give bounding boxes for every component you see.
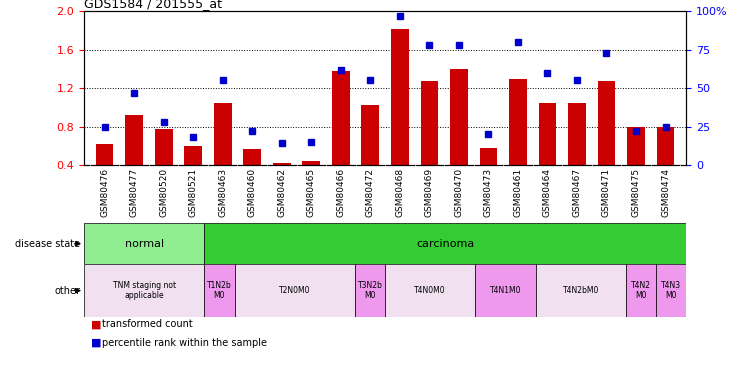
Text: GSM80521: GSM80521 bbox=[188, 168, 198, 217]
Bar bbox=[598, 81, 615, 165]
Bar bbox=[204, 264, 234, 317]
Bar bbox=[536, 264, 626, 317]
Text: GSM80472: GSM80472 bbox=[366, 168, 374, 217]
Text: GSM80463: GSM80463 bbox=[218, 168, 227, 217]
Bar bbox=[234, 264, 355, 317]
Text: other: other bbox=[54, 286, 80, 296]
Bar bbox=[656, 264, 686, 317]
Bar bbox=[361, 105, 379, 165]
Text: T4N2bM0: T4N2bM0 bbox=[563, 286, 599, 295]
Bar bbox=[539, 102, 556, 165]
Text: GSM80471: GSM80471 bbox=[602, 168, 611, 217]
Text: GDS1584 / 201555_at: GDS1584 / 201555_at bbox=[84, 0, 222, 10]
Text: T4N1M0: T4N1M0 bbox=[490, 286, 521, 295]
Bar bbox=[509, 78, 527, 165]
Text: GSM80469: GSM80469 bbox=[425, 168, 434, 217]
Bar bbox=[126, 115, 143, 165]
Text: GSM80477: GSM80477 bbox=[130, 168, 139, 217]
Bar bbox=[450, 69, 468, 165]
Bar bbox=[475, 264, 536, 317]
Bar bbox=[273, 163, 291, 165]
Text: GSM80474: GSM80474 bbox=[661, 168, 670, 217]
Text: T1N2b
M0: T1N2b M0 bbox=[207, 281, 232, 300]
Bar bbox=[627, 126, 645, 165]
Bar bbox=[243, 148, 261, 165]
Text: ■: ■ bbox=[91, 338, 101, 348]
Bar bbox=[626, 264, 656, 317]
Text: T2N0M0: T2N0M0 bbox=[279, 286, 310, 295]
Text: GSM80464: GSM80464 bbox=[543, 168, 552, 217]
Text: T3N2b
M0: T3N2b M0 bbox=[358, 281, 383, 300]
Bar bbox=[657, 126, 675, 165]
Bar bbox=[155, 129, 172, 165]
Bar bbox=[332, 71, 350, 165]
Bar bbox=[96, 144, 113, 165]
Text: GSM80460: GSM80460 bbox=[247, 168, 257, 217]
Text: GSM80476: GSM80476 bbox=[100, 168, 109, 217]
Bar bbox=[568, 102, 585, 165]
Text: GSM80465: GSM80465 bbox=[307, 168, 316, 217]
Bar bbox=[302, 161, 320, 165]
Bar bbox=[84, 264, 204, 317]
Bar bbox=[480, 148, 497, 165]
Text: GSM80462: GSM80462 bbox=[277, 168, 286, 217]
Text: carcinoma: carcinoma bbox=[416, 239, 474, 249]
Text: normal: normal bbox=[125, 239, 164, 249]
Text: disease state: disease state bbox=[15, 239, 80, 249]
Text: GSM80473: GSM80473 bbox=[484, 168, 493, 217]
Bar bbox=[214, 102, 231, 165]
Text: GSM80466: GSM80466 bbox=[337, 168, 345, 217]
Text: GSM80475: GSM80475 bbox=[631, 168, 640, 217]
Text: TNM staging not
applicable: TNM staging not applicable bbox=[112, 281, 176, 300]
Bar bbox=[355, 264, 385, 317]
Text: GSM80467: GSM80467 bbox=[572, 168, 582, 217]
Text: GSM80520: GSM80520 bbox=[159, 168, 168, 217]
Text: GSM80470: GSM80470 bbox=[454, 168, 464, 217]
Text: percentile rank within the sample: percentile rank within the sample bbox=[102, 338, 267, 348]
Bar bbox=[204, 223, 686, 264]
Text: T4N0M0: T4N0M0 bbox=[415, 286, 446, 295]
Text: GSM80468: GSM80468 bbox=[396, 168, 404, 217]
Bar bbox=[420, 81, 438, 165]
Bar bbox=[84, 223, 204, 264]
Text: T4N2
M0: T4N2 M0 bbox=[631, 281, 651, 300]
Text: transformed count: transformed count bbox=[102, 320, 193, 329]
Bar bbox=[391, 28, 409, 165]
Text: GSM80461: GSM80461 bbox=[513, 168, 523, 217]
Text: ■: ■ bbox=[91, 320, 101, 329]
Bar bbox=[184, 146, 202, 165]
Text: T4N3
M0: T4N3 M0 bbox=[661, 281, 681, 300]
Bar bbox=[385, 264, 475, 317]
